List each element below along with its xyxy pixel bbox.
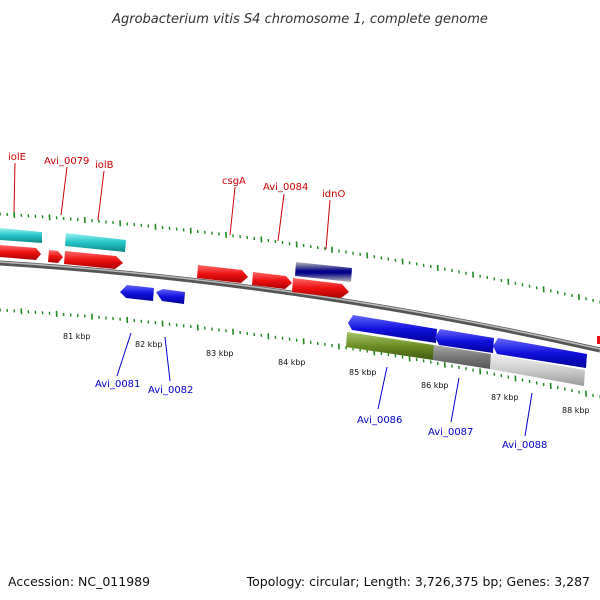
accession-text: Accession: NC_011989 <box>8 574 150 589</box>
scale-label-82: 82 kbp <box>135 340 163 349</box>
gene-label-csga[interactable]: csgA <box>222 176 246 187</box>
feature-cds-avi-0081[interactable] <box>120 285 154 301</box>
feature-cds-avi-0086[interactable] <box>348 315 437 343</box>
feature-cds-avi-0088[interactable] <box>493 338 587 368</box>
feature-rna-avi-0087[interactable] <box>433 345 491 369</box>
feature-cds-iolb[interactable] <box>64 251 123 269</box>
gene-label-avi-0079[interactable]: Avi_0079 <box>44 156 89 167</box>
gene-label-avi-0088[interactable]: Avi_0088 <box>502 440 547 451</box>
gene-label-idno[interactable]: idnO <box>322 189 345 200</box>
scale-label-85: 85 kbp <box>349 368 377 377</box>
feature-track-forward <box>0 228 352 298</box>
gene-label-leaders <box>13 162 533 437</box>
feature-cds-csga[interactable] <box>197 265 248 283</box>
genome-backbone-highlight <box>0 261 600 350</box>
gene-label-iolb[interactable]: iolB <box>95 160 114 171</box>
feature-idno-upper[interactable] <box>295 262 352 282</box>
genome-backbone <box>0 260 600 353</box>
scale-label-87: 87 kbp <box>491 393 519 402</box>
gene-label-avi-0081[interactable]: Avi_0081 <box>95 379 140 390</box>
scale-labels: 81 kbp 82 kbp 83 kbp 84 kbp 85 kbp 86 kb… <box>63 332 590 415</box>
feature-ncrna-left[interactable] <box>0 228 42 243</box>
scale-label-86: 86 kbp <box>421 381 449 390</box>
gene-label-avi-0086[interactable]: Avi_0086 <box>357 415 402 426</box>
feature-rna-avi-0088[interactable] <box>490 354 585 386</box>
upper-scale-ruler <box>0 211 600 304</box>
feature-cds-avi-0087[interactable] <box>435 329 494 353</box>
scale-label-88: 88 kbp <box>562 406 590 415</box>
scale-label-83: 83 kbp <box>206 349 234 358</box>
gene-labels: iolE Avi_0079 iolB csgA Avi_0084 idnO Av… <box>8 152 547 451</box>
feature-edge-partial <box>597 336 600 344</box>
lower-scale-ruler <box>0 308 600 399</box>
feature-cds-avi-0079[interactable] <box>48 250 63 263</box>
feature-track-reverse <box>120 285 587 386</box>
feature-cds-iole[interactable] <box>0 245 41 260</box>
feature-rna-avi-0086[interactable] <box>346 332 434 360</box>
gene-label-iole[interactable]: iolE <box>8 152 26 163</box>
feature-cds-idno[interactable] <box>292 278 349 298</box>
map-title: Agrobacterium vitis S4 chromosome 1, com… <box>111 12 488 27</box>
scale-label-84: 84 kbp <box>278 358 306 367</box>
gene-label-avi-0087[interactable]: Avi_0087 <box>428 427 473 438</box>
feature-ncrna-iolb[interactable] <box>65 233 126 252</box>
genome-stats-text: Topology: circular; Length: 3,726,375 bp… <box>246 574 590 589</box>
feature-cds-avi-0082[interactable] <box>156 289 185 304</box>
feature-cds-avi-0084[interactable] <box>252 272 292 289</box>
gene-label-avi-0084[interactable]: Avi_0084 <box>263 182 308 193</box>
scale-label-81: 81 kbp <box>63 332 91 341</box>
gene-label-avi-0082[interactable]: Avi_0082 <box>148 385 193 396</box>
